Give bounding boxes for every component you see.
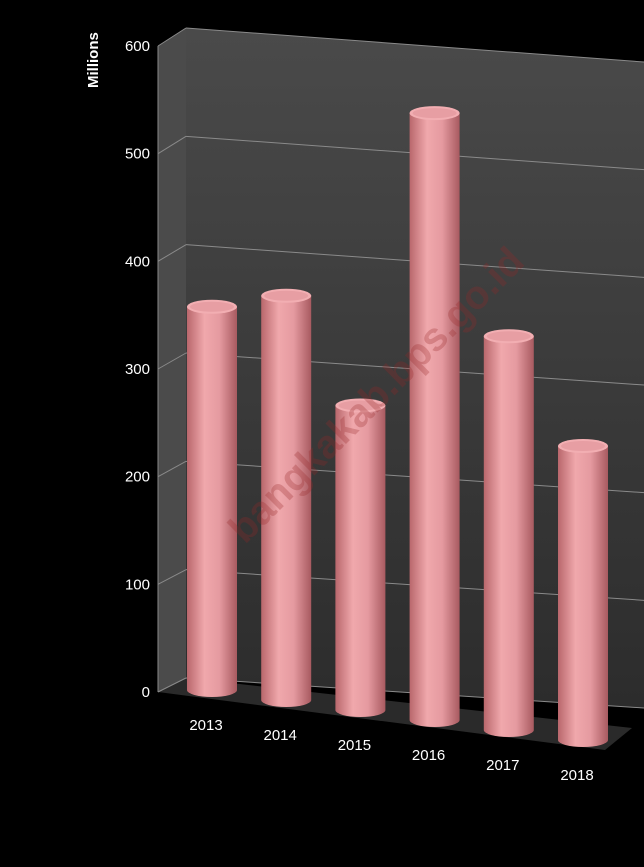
- gridline-side: [157, 135, 187, 155]
- bar-top-inner: [338, 400, 383, 411]
- y-tick-label: 500: [125, 146, 150, 163]
- bar-body: [261, 295, 312, 708]
- bar-2016: [409, 106, 460, 728]
- y-axis-ticks: 0 100 200 300 400 500 600: [125, 38, 150, 701]
- bar-2017: [483, 329, 534, 738]
- x-tick-label: 2014: [264, 727, 297, 744]
- gridline: [185, 27, 644, 63]
- x-tick-label: 2018: [560, 767, 593, 784]
- bar-2015: [335, 398, 386, 717]
- bar-top-inner: [264, 290, 309, 301]
- gridline-side: [157, 460, 187, 478]
- bar-body: [558, 446, 608, 747]
- bar-top-inner: [190, 301, 234, 312]
- bar-2013: [187, 299, 237, 697]
- bar-top-inner: [561, 441, 605, 451]
- bars: [187, 106, 608, 747]
- bar-body: [409, 113, 460, 728]
- side-wall: [158, 28, 186, 692]
- x-axis-labels: 2013 2014 2015 2016 2017 2018: [189, 717, 593, 784]
- bar-body: [483, 336, 534, 738]
- y-tick-label: 200: [125, 469, 150, 486]
- y-tick-label: 300: [125, 361, 150, 378]
- gridline-side: [157, 677, 187, 693]
- gridline-side: [157, 244, 187, 262]
- bar-top-inner: [412, 108, 457, 119]
- y-tick-label: 100: [125, 576, 150, 593]
- x-tick-label: 2013: [189, 717, 222, 734]
- gridline-side: [157, 27, 187, 47]
- bar-2018: [558, 439, 608, 747]
- y-tick-label: 0: [142, 684, 150, 701]
- bar-2014: [261, 288, 312, 708]
- x-tick-label: 2015: [338, 737, 371, 754]
- x-tick-label: 2016: [412, 747, 445, 764]
- x-tick-label: 2017: [486, 757, 519, 774]
- bar-body: [335, 405, 386, 717]
- gridline-side: [157, 352, 187, 370]
- gridline-side: [157, 569, 187, 585]
- y-tick-label: 400: [125, 253, 150, 270]
- bar-body: [187, 306, 237, 697]
- y-axis-label: Millions: [85, 32, 102, 88]
- y-tick-label: 600: [125, 38, 150, 55]
- bar-top-inner: [486, 331, 531, 342]
